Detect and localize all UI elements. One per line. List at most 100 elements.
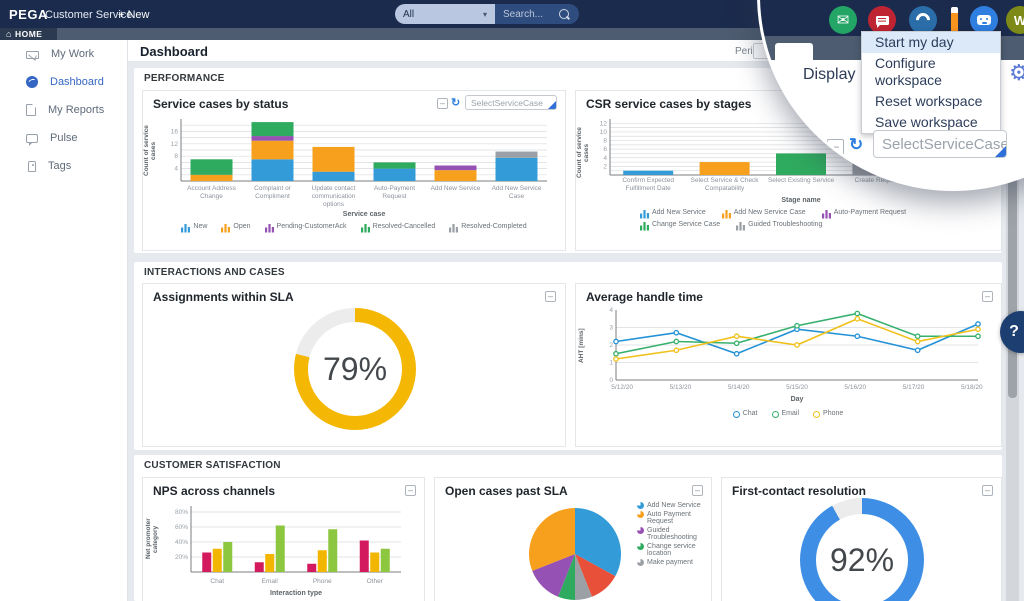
card-open-cases-past-sla: Open cases past SLA – Add New Service Aut…	[434, 477, 712, 601]
svg-text:40%: 40%	[175, 539, 188, 546]
help-button[interactable]: ?	[1000, 311, 1024, 353]
phone-glyph	[913, 10, 933, 30]
sidebar-item-dashboard[interactable]: Dashboard	[0, 68, 127, 96]
svg-text:16: 16	[171, 128, 179, 135]
inbox-icon	[26, 51, 39, 59]
pega-logo[interactable]: PEGA	[9, 7, 48, 22]
minimize-button[interactable]: –	[692, 485, 703, 496]
x-axis-label: Update contact communication options	[311, 185, 356, 208]
chevron-down-icon: ▾	[482, 9, 487, 19]
x-axis-label: 5/14/20	[727, 384, 750, 391]
menu-item-start-my-day[interactable]: Start my day	[862, 32, 1000, 53]
legend-item: Pending-CustomerAck	[264, 223, 347, 233]
sidebar-item-label: My Work	[51, 48, 95, 60]
gear-icon[interactable]: ⚙	[1009, 60, 1024, 86]
card-title: Service cases by status	[153, 97, 289, 111]
minimize-button[interactable]: –	[982, 485, 993, 496]
legend-item: Auto Payment Request	[637, 511, 703, 525]
legend-label: Chat	[742, 410, 758, 417]
x-axis-label: 5/16/20	[844, 384, 867, 391]
chat-icon[interactable]	[868, 6, 896, 34]
pie-legend: Add New Service Auto Payment Request Guide…	[637, 502, 703, 566]
sidebar-item-my-reports[interactable]: My Reports	[0, 96, 127, 124]
menu-item-save-workspace[interactable]: Save workspace	[875, 114, 978, 130]
sidebar-item-label: Pulse	[50, 132, 78, 144]
avatar[interactable]: W	[1006, 6, 1024, 34]
bot-icon[interactable]	[970, 6, 998, 34]
legend-item: Resolved-Cancelled	[360, 223, 435, 233]
email-icon[interactable]: ✉	[829, 6, 857, 34]
card-service-cases-by-status: Service cases by status – ↻ SelectServic…	[142, 90, 566, 251]
sidebar-item-pulse[interactable]: Pulse	[0, 124, 127, 152]
sla-donut-chart: 79%	[294, 308, 416, 430]
legend-item: Change service location	[637, 543, 703, 557]
service-case-filter-magnified[interactable]: SelectServiceCase	[873, 130, 1007, 158]
minimize-button[interactable]: –	[545, 291, 556, 302]
sidebar-item-my-work[interactable]: My Work	[0, 40, 127, 68]
tag-icon	[28, 160, 36, 172]
card-title: NPS across channels	[153, 484, 276, 498]
menu-item-reset-workspace[interactable]: Reset workspace	[875, 93, 983, 109]
service-case-filter[interactable]: SelectServiceCase	[465, 95, 557, 110]
legend-item: Add New Service Case	[721, 209, 806, 219]
card-title: Average handle time	[586, 290, 703, 304]
sidebar-item-tags[interactable]: Tags	[0, 152, 127, 180]
x-axis-label: 5/13/20	[669, 384, 692, 391]
svg-text:12: 12	[600, 120, 608, 127]
minimize-button[interactable]: –	[827, 139, 844, 156]
phone-icon[interactable]	[909, 6, 937, 34]
menu-item-configure-workspace[interactable]: Configure workspace	[875, 55, 942, 88]
legend-label: Auto Payment Request	[647, 511, 691, 525]
svg-text:2: 2	[603, 163, 607, 170]
home-icon: ⌂	[6, 29, 12, 39]
legend-item: Add New Service	[637, 502, 701, 509]
svg-text:0: 0	[609, 377, 613, 384]
x-axis-labels: Account Address Change Complaint or Compl…	[181, 185, 547, 208]
x-axis-label: Select Service & Check Compatability	[690, 177, 759, 192]
chart-legend: New Open Pending-CustomerAck Resolved-Cance…	[147, 223, 561, 233]
x-axis-label: 5/12/20	[611, 384, 633, 391]
x-axis-label: 5/17/20	[902, 384, 925, 391]
sidebar-item-label: My Reports	[48, 104, 105, 116]
magnified-tab	[775, 43, 813, 60]
minimize-button[interactable]: –	[437, 98, 448, 109]
svg-text:80%: 80%	[175, 509, 188, 516]
svg-text:4: 4	[609, 307, 613, 314]
x-axis-title: Day	[790, 396, 804, 403]
status-marker-icon[interactable]	[951, 7, 958, 33]
report-icon	[26, 104, 36, 116]
tab-home[interactable]: ⌂ HOME	[0, 28, 57, 40]
search-icon[interactable]	[559, 9, 569, 19]
global-search: All ▾ Search...	[395, 4, 579, 24]
search-placeholder: Search...	[503, 8, 544, 20]
minimize-button[interactable]: –	[405, 485, 416, 496]
refresh-icon[interactable]: ↻	[849, 135, 864, 154]
minimize-button[interactable]: –	[982, 291, 993, 302]
new-button[interactable]: + New	[118, 9, 150, 21]
legend-label: Resolved-Completed	[461, 223, 527, 230]
legend-item: New	[181, 223, 207, 233]
legend-item: Phone	[813, 410, 843, 418]
card-title: Open cases past SLA	[445, 484, 568, 498]
x-axis-label: Chat	[210, 578, 225, 585]
search-input[interactable]: Search...	[495, 4, 579, 24]
x-axis-label: Select Existing Service	[767, 177, 835, 184]
search-scope-select[interactable]: All ▾	[395, 4, 495, 24]
page-title: Dashboard	[140, 44, 208, 59]
card-nps-across-channels: NPS across channels – Net promoter categ…	[142, 477, 425, 601]
y-axis-title: AHT [mins]	[578, 328, 585, 364]
pulse-icon	[26, 134, 38, 146]
x-axis-labels: Chat Email Phone Other	[191, 578, 401, 586]
x-axis-label: Account Address Change	[187, 185, 236, 200]
sidebar: My Work Dashboard My Reports Pulse Tags	[0, 40, 128, 601]
legend-label: Pending-CustomerAck	[276, 223, 347, 230]
card-title: First-contact resolution	[732, 484, 867, 498]
svg-text:1: 1	[609, 360, 613, 367]
legend-label: Phone	[823, 410, 844, 417]
scrollbar-thumb[interactable]	[1008, 68, 1017, 398]
refresh-icon[interactable]: ↻	[451, 97, 461, 109]
x-axis-label: Confirm Expected Fulfillment Date	[622, 177, 675, 192]
legend-label: Guided Troubleshooting	[647, 527, 697, 541]
legend-label: Add New Service Case	[733, 209, 806, 216]
